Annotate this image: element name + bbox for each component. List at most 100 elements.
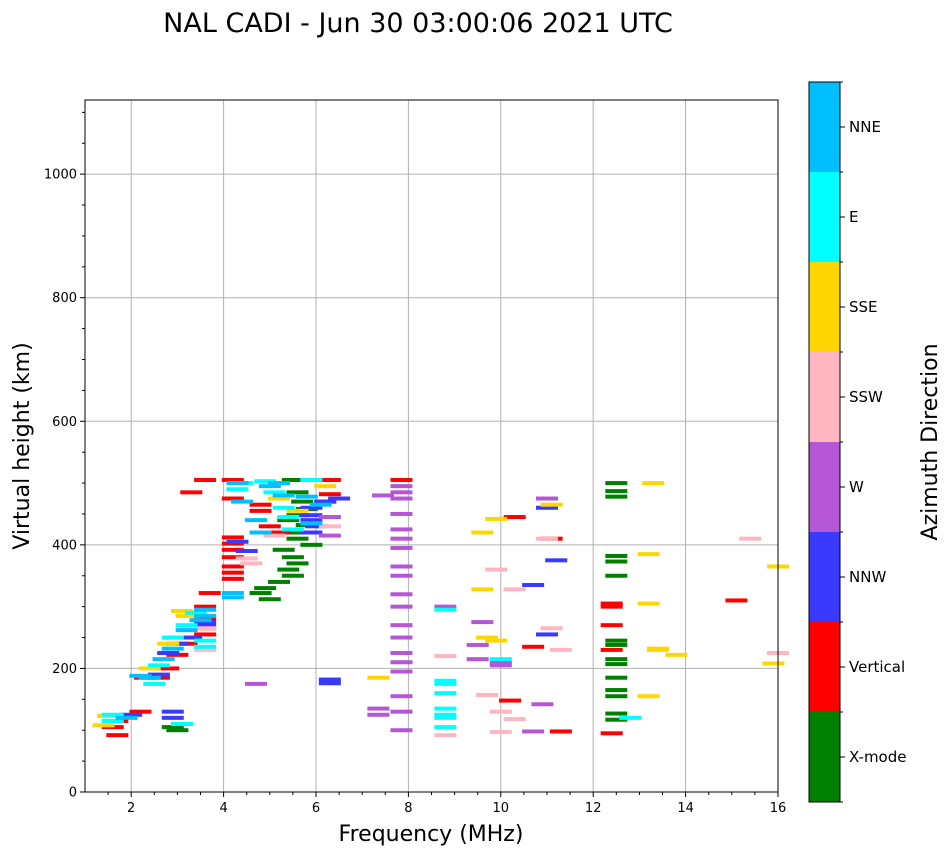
- echo-point-sse: [762, 661, 785, 666]
- echo-point-w: [390, 604, 413, 609]
- echo-point-e: [263, 490, 286, 495]
- echo-point-nnw: [180, 635, 203, 640]
- echo-point-nnw: [305, 524, 327, 529]
- echo-point-w: [522, 729, 545, 734]
- echo-point-vertical: [106, 733, 129, 738]
- colorbar-label: SSE: [849, 298, 878, 316]
- echo-point-nnw: [300, 513, 323, 518]
- echo-point-x-mode: [249, 591, 272, 596]
- echo-point-vertical: [499, 698, 522, 703]
- echo-point-sse: [646, 647, 669, 652]
- echo-point-e: [175, 623, 198, 628]
- echo-point-ssw: [536, 536, 558, 541]
- echo-point-vertical: [129, 709, 152, 714]
- echo-point-ssw: [194, 647, 217, 652]
- echo-point-vertical: [194, 477, 217, 482]
- echo-point-ssw: [485, 567, 508, 572]
- echo-point-nne: [129, 673, 152, 678]
- colorbar-frame: [808, 81, 841, 803]
- echo-point-ssw: [240, 561, 263, 566]
- echo-point-vertical: [194, 604, 217, 609]
- echo-point-w: [390, 694, 413, 699]
- echo-point-x-mode: [605, 559, 628, 564]
- echo-point-w: [536, 496, 558, 501]
- echo-point-w: [318, 533, 341, 538]
- echo-point-sse: [637, 552, 660, 557]
- echo-point-nnw: [161, 715, 184, 720]
- echo-point-x-mode: [605, 688, 628, 693]
- echo-point-ssw: [549, 647, 572, 652]
- echo-point-e: [147, 663, 170, 668]
- echo-point-nne: [161, 646, 184, 651]
- echo-point-e: [434, 607, 457, 612]
- echo-point-vertical: [258, 524, 281, 529]
- echo-point-x-mode: [161, 725, 184, 730]
- echo-point-x-mode: [605, 694, 628, 699]
- echo-point-w: [390, 728, 413, 733]
- echo-point-ssw: [503, 587, 526, 592]
- x-tick-label: 8: [404, 801, 412, 816]
- echo-point-vertical: [194, 632, 217, 637]
- echo-point-w: [390, 564, 413, 569]
- echo-point-sse: [540, 502, 563, 507]
- echo-point-vertical: [221, 576, 244, 581]
- echo-point-nne: [231, 499, 254, 504]
- echo-point-e: [434, 706, 457, 711]
- echo-point-x-mode: [281, 477, 304, 482]
- echo-point-sse: [485, 638, 508, 643]
- echo-point-nnw: [194, 623, 217, 628]
- echo-point-nnw: [226, 539, 249, 544]
- echo-point-x-mode: [605, 573, 628, 578]
- echo-point-nne: [295, 494, 318, 499]
- echo-point-w: [367, 712, 390, 717]
- echo-point-e: [277, 515, 300, 520]
- echo-point-ssw: [434, 654, 457, 659]
- echo-point-e: [194, 644, 217, 649]
- x-tick-label: 6: [312, 801, 320, 816]
- x-tick-label: 10: [493, 801, 510, 816]
- echo-point-e: [171, 722, 194, 727]
- echo-point-nne: [194, 613, 217, 618]
- grid-lines: [85, 100, 779, 793]
- echo-point-nnw: [536, 505, 558, 510]
- echo-point-x-mode: [605, 553, 628, 558]
- echo-point-w: [471, 620, 494, 625]
- echo-point-e: [489, 657, 512, 662]
- echo-point-w: [390, 623, 413, 628]
- echo-point-e: [434, 715, 457, 720]
- echo-point-w: [390, 592, 413, 597]
- echo-point-x-mode: [272, 547, 295, 552]
- x-tick-label: 16: [770, 801, 787, 816]
- echo-point-nne: [268, 481, 291, 486]
- colorbar-label: X-mode: [849, 748, 906, 766]
- y-axis-label: Virtual height (km): [10, 342, 35, 549]
- echo-point-x-mode: [605, 481, 628, 486]
- echo-point-ssw: [194, 626, 217, 631]
- echo-point-w: [390, 650, 413, 655]
- echo-point-x-mode: [605, 711, 628, 716]
- echo-point-e: [434, 712, 457, 717]
- echo-point-ssw: [475, 692, 498, 697]
- colorbar-label: E: [849, 208, 858, 226]
- echo-point-w: [244, 681, 267, 686]
- echo-point-e: [194, 638, 217, 643]
- echo-point-w: [390, 484, 413, 489]
- echo-point-nnw: [147, 672, 170, 677]
- echo-point-sse: [642, 481, 665, 486]
- echo-point-nnw: [300, 518, 323, 523]
- echo-point-vertical: [221, 477, 244, 482]
- y-tick-label: 800: [52, 291, 77, 306]
- echo-point-x-mode: [286, 490, 309, 495]
- echo-point-e: [101, 718, 124, 723]
- echo-point-vertical: [221, 564, 244, 569]
- echo-point-vertical: [318, 477, 341, 482]
- echo-point-nnw: [300, 530, 323, 535]
- echo-point-sse: [637, 694, 660, 699]
- echo-point-w: [466, 642, 489, 647]
- colorbar-title: Azimuth Direction: [918, 343, 943, 540]
- echo-point-x-mode: [605, 494, 628, 499]
- echo-point-w: [318, 515, 341, 520]
- echo-point-nnw: [522, 583, 545, 588]
- echo-point-x-mode: [281, 573, 304, 578]
